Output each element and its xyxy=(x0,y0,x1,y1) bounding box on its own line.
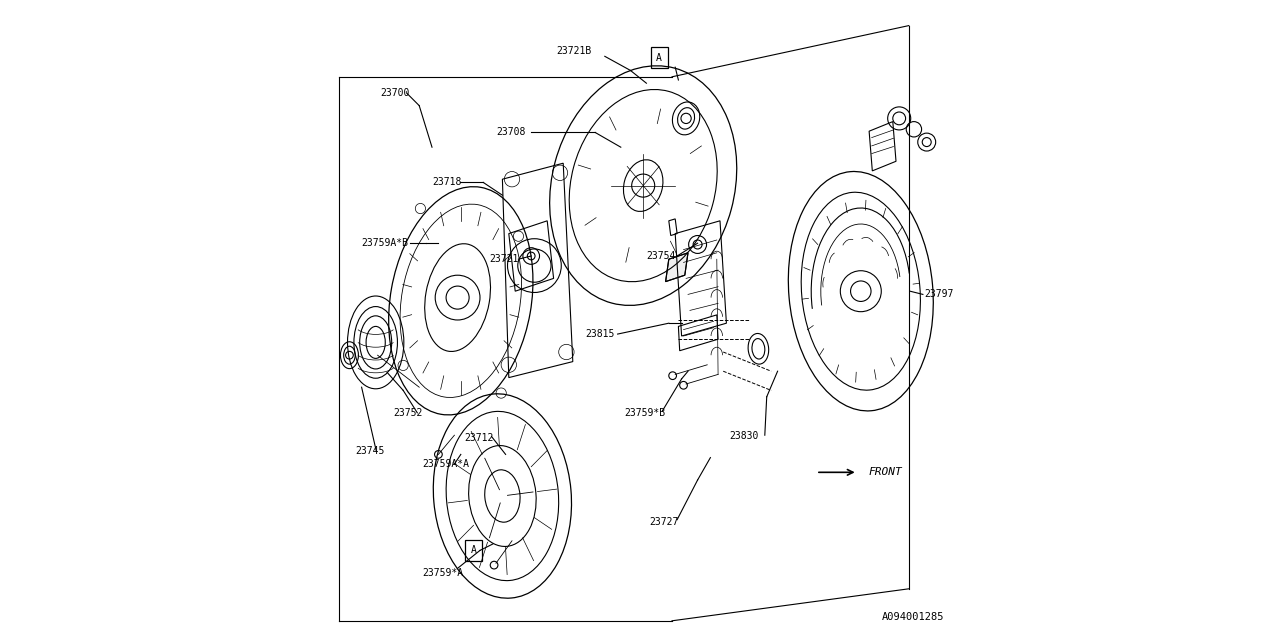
Text: 23700: 23700 xyxy=(381,88,410,98)
Text: 23712: 23712 xyxy=(465,433,493,444)
Text: 23797: 23797 xyxy=(924,289,954,300)
Text: 23754: 23754 xyxy=(646,251,676,261)
Text: 23745: 23745 xyxy=(356,446,384,456)
Polygon shape xyxy=(666,253,689,282)
Text: FRONT: FRONT xyxy=(869,467,902,477)
Text: 23759*A: 23759*A xyxy=(422,568,463,578)
Text: A: A xyxy=(471,545,476,556)
Text: 23708: 23708 xyxy=(497,127,525,138)
Text: 23752: 23752 xyxy=(394,408,422,418)
Text: 23759*B: 23759*B xyxy=(625,408,666,418)
Text: 23721: 23721 xyxy=(490,254,518,264)
Text: 23759A*B: 23759A*B xyxy=(362,238,408,248)
Text: 23718: 23718 xyxy=(433,177,461,188)
Text: A094001285: A094001285 xyxy=(882,612,945,622)
Text: 23721B: 23721B xyxy=(557,46,593,56)
Text: 23830: 23830 xyxy=(730,431,759,442)
Text: 23727: 23727 xyxy=(650,516,678,527)
Text: 23815: 23815 xyxy=(585,329,614,339)
Text: A: A xyxy=(657,52,662,63)
Text: 23759A*A: 23759A*A xyxy=(422,459,470,469)
